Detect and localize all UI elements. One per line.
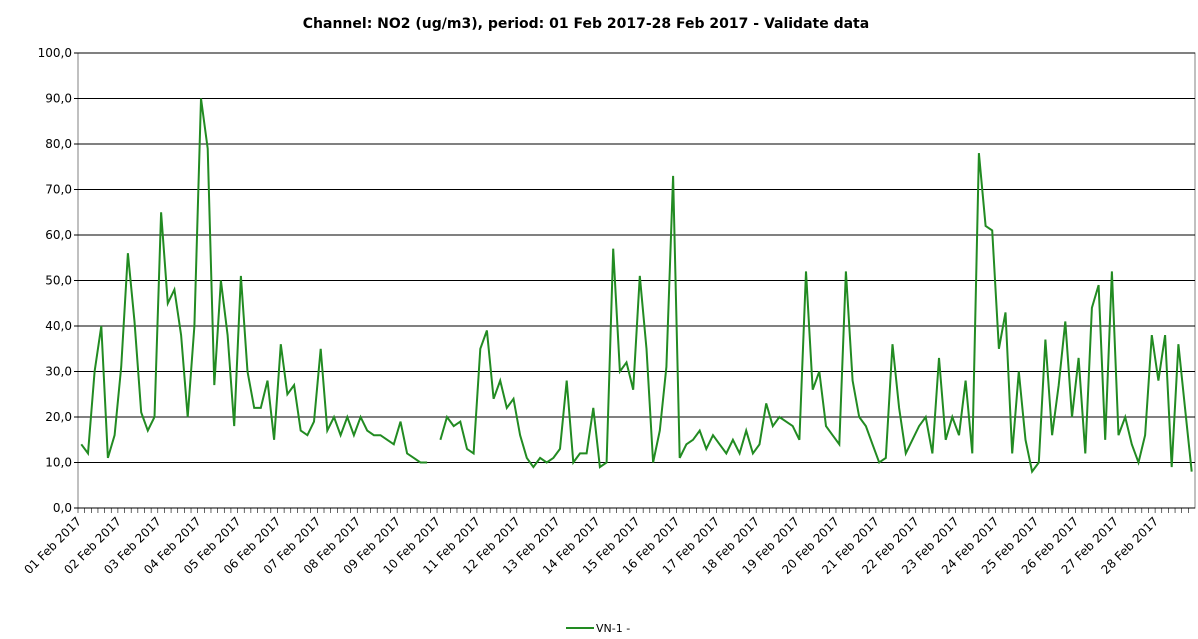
- y-tick-label: 60,0: [45, 228, 72, 242]
- y-tick-label: 70,0: [45, 183, 72, 197]
- y-tick-label: 10,0: [45, 456, 72, 470]
- y-tick-label: 40,0: [45, 319, 72, 333]
- y-tick-label: 100,0: [38, 46, 72, 60]
- y-tick-label: 0,0: [53, 501, 72, 515]
- y-tick-label: 50,0: [45, 274, 72, 288]
- y-tick-label: 20,0: [45, 410, 72, 424]
- y-tick-label: 90,0: [45, 92, 72, 106]
- legend-label: VN-1 -: [596, 622, 630, 635]
- data-line: [80, 98, 1193, 474]
- y-tick-label: 80,0: [45, 137, 72, 151]
- y-tick-label: 30,0: [45, 365, 72, 379]
- chart-title: Channel: NO2 (ug/m3), period: 01 Feb 201…: [303, 16, 869, 32]
